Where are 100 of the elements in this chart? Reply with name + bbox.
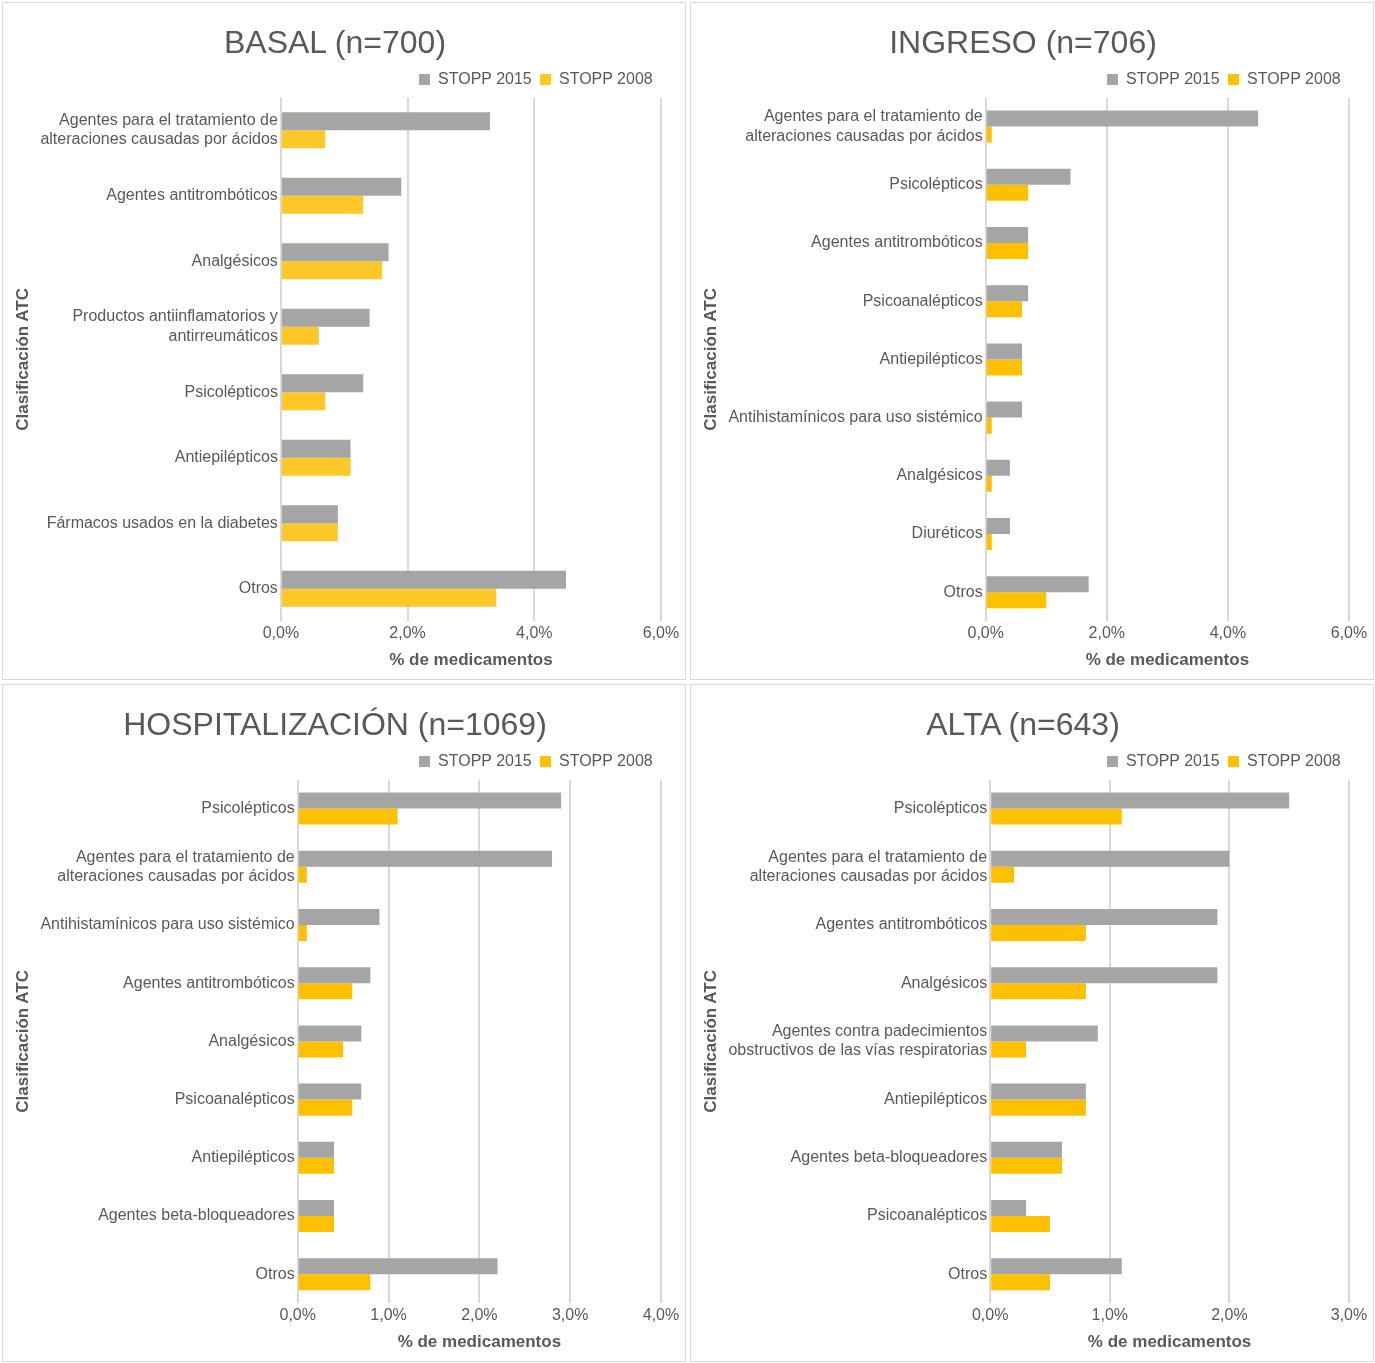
y-tick-label: Analgésicos: [896, 466, 983, 484]
y-tick-label: Psicoanalépticos: [867, 1206, 988, 1224]
legend-label: STOPP 2008: [1247, 751, 1341, 769]
bar: [281, 195, 364, 214]
bar: [991, 924, 1086, 941]
bar: [298, 1025, 362, 1042]
bar: [991, 983, 1086, 1000]
x-tick-label: 2,0%: [1088, 624, 1126, 642]
bar: [281, 308, 370, 327]
x-axis-title: % de medicamentos: [1087, 1332, 1252, 1352]
bar: [991, 1200, 1027, 1217]
y-tick-label: Psicoanalépticos: [862, 291, 983, 309]
y-axis-title: Clasificación ATC: [700, 970, 720, 1113]
bar: [986, 534, 992, 551]
bar: [281, 261, 383, 280]
x-tick-label: 1,0%: [370, 1306, 407, 1324]
bar: [281, 112, 490, 131]
bar: [991, 1216, 1050, 1233]
x-axis-title: % de medicamentos: [1085, 650, 1250, 670]
bar: [986, 459, 1010, 476]
bar: [298, 1258, 498, 1275]
x-tick-label: 0,0%: [279, 1306, 316, 1324]
y-tick-label: Agentes para el tratamiento de alteraciones causadas por ácidos: [745, 107, 983, 144]
x-tick-label: 0,0%: [967, 624, 1004, 642]
x-axis-title: % de medicamentos: [389, 650, 553, 670]
bar: [298, 908, 380, 925]
bar: [298, 1099, 353, 1116]
bar: [986, 401, 1023, 418]
legend-label: STOPP 2008: [1247, 69, 1341, 87]
x-tick-label: 4,0%: [1209, 624, 1247, 642]
y-tick-label: Antihistamínicos para uso sistémico: [728, 408, 983, 426]
x-tick-label: 2,0%: [389, 624, 426, 642]
bar: [298, 983, 353, 1000]
bar: [281, 588, 497, 607]
bar: [281, 130, 326, 149]
y-tick-label: Agentes antitrombóticos: [811, 233, 983, 251]
bar: [298, 1274, 371, 1291]
bar: [281, 392, 326, 411]
y-tick-label: Agentes antitrombóticos: [123, 973, 295, 991]
bar: [281, 177, 402, 196]
bar: [281, 243, 389, 262]
bar: [281, 374, 364, 393]
bar: [281, 505, 338, 524]
bar: [298, 792, 562, 809]
y-tick-label: Otros: [948, 1264, 988, 1282]
bar: [986, 592, 1047, 609]
y-tick-label: Agentes beta-bloqueadores: [790, 1148, 988, 1166]
bar: [986, 475, 992, 492]
y-tick-label: Agentes para el tratamiento de alteraciones causadas por ácidos: [40, 110, 278, 148]
x-tick-label: 6,0%: [642, 624, 680, 642]
y-tick-label: Productos antiinflamatorios y antirreumáticos: [72, 307, 278, 344]
y-tick-label: Otros: [255, 1264, 295, 1282]
bar: [298, 808, 398, 825]
bar: [298, 1041, 344, 1058]
bar: [991, 967, 1218, 984]
bar: [986, 226, 1029, 243]
bar: [991, 792, 1290, 809]
legend-label: STOPP 2015: [438, 751, 532, 769]
x-tick-label: 1,0%: [1091, 1306, 1129, 1324]
bar: [986, 359, 1023, 376]
bar: [991, 1157, 1062, 1174]
bar: [986, 343, 1023, 360]
bar: [986, 518, 1010, 535]
bar: [991, 866, 1015, 883]
y-tick-label: Agentes beta-bloqueadores: [98, 1206, 295, 1224]
bar: [991, 1041, 1027, 1058]
y-tick-label: Psicoanalépticos: [174, 1090, 295, 1108]
bar: [298, 924, 307, 941]
bar: [986, 301, 1023, 318]
y-tick-label: Psicolépticos: [893, 798, 988, 816]
bar: [991, 1274, 1050, 1291]
legend-label: STOPP 2008: [559, 751, 653, 769]
bar: [986, 126, 992, 143]
x-tick-label: 6,0%: [1330, 624, 1368, 642]
bar: [986, 168, 1071, 185]
chart-title: HOSPITALIZACIÓN (n=1069): [123, 706, 547, 743]
legend-label: STOPP 2015: [1126, 751, 1220, 769]
bar: [298, 1157, 335, 1174]
y-axis-title: Clasificación ATC: [12, 288, 32, 431]
bar: [986, 285, 1029, 302]
y-tick-label: Antiepilépticos: [191, 1148, 295, 1166]
x-axis-title: % de medicamentos: [397, 1332, 562, 1352]
y-axis-title: Clasificación ATC: [12, 970, 32, 1113]
bar: [991, 850, 1230, 867]
bar: [986, 242, 1029, 259]
bar: [298, 866, 307, 883]
bar: [986, 184, 1029, 201]
bar: [991, 1258, 1122, 1275]
bar: [986, 110, 1259, 127]
bar: [991, 1025, 1098, 1042]
bar: [298, 1083, 362, 1100]
y-axis-title: Clasificación ATC: [700, 288, 720, 431]
bar: [986, 417, 992, 434]
bar: [298, 1216, 335, 1233]
y-tick-label: Antiepilépticos: [174, 448, 278, 466]
bar: [991, 908, 1218, 925]
bar: [991, 1141, 1062, 1158]
x-tick-label: 3,0%: [1330, 1306, 1368, 1324]
y-tick-label: Agentes contra padecimientos obstructivos de las vías respiratorias: [728, 1022, 988, 1059]
y-tick-label: Otros: [238, 579, 278, 597]
